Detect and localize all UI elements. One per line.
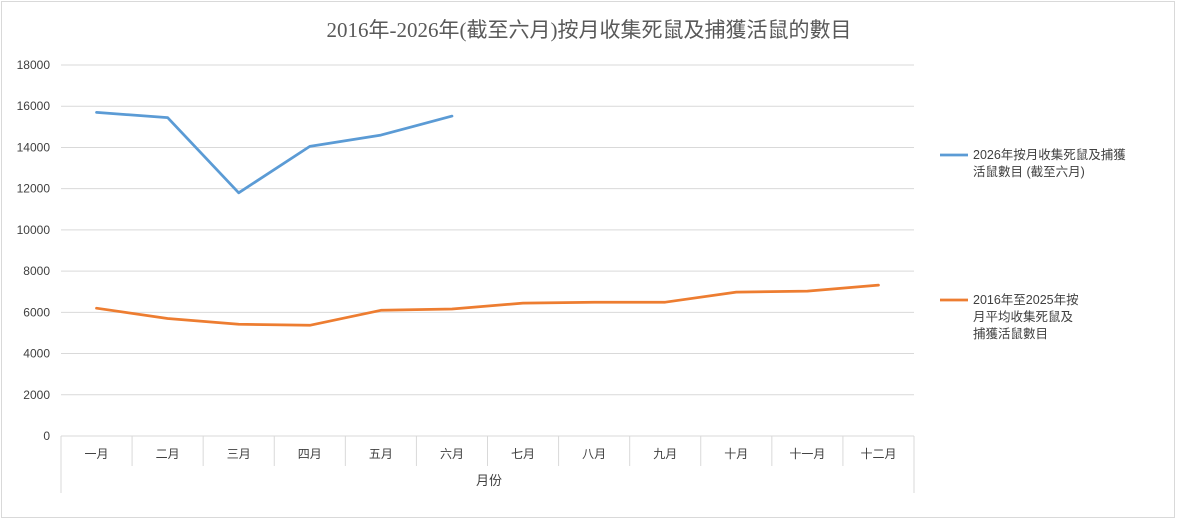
x-tick-label: 二月 <box>156 447 180 461</box>
y-tick-label: 8000 <box>23 264 50 278</box>
x-tick-label: 十一月 <box>789 447 825 461</box>
x-tick-label: 十二月 <box>860 447 896 461</box>
axes <box>60 435 915 493</box>
series-line-2 <box>95 283 880 327</box>
y-tick-label: 2000 <box>23 388 50 402</box>
legend-label: 2026年按月收集死鼠及捕獲 <box>973 147 1126 162</box>
y-tick-label: 14000 <box>17 140 51 154</box>
x-tick-label: 八月 <box>582 447 606 461</box>
y-tick-label: 4000 <box>23 347 50 361</box>
x-tick-label: 一月 <box>85 447 109 461</box>
chart-title: 2016年-2026年(截至六月)按月收集死鼠及捕獲活鼠的數目 <box>327 18 852 42</box>
y-tick-label: 12000 <box>17 182 51 196</box>
x-tick-label: 十月 <box>724 447 748 461</box>
x-tick-label: 四月 <box>298 447 322 461</box>
gridlines <box>61 64 914 396</box>
x-tick-label: 三月 <box>227 447 251 461</box>
series-lines <box>95 111 880 327</box>
y-tick-label: 16000 <box>17 99 51 113</box>
x-tick-label: 七月 <box>511 447 535 461</box>
y-tick-label: 6000 <box>23 305 50 319</box>
legend-label: 2016年至2025年按 <box>973 293 1079 307</box>
y-tick-label: 18000 <box>17 58 51 72</box>
x-tick-labels: 一月 二月 三月 四月 五月 六月 七月 八月 九月 十月 十一月 十二月 <box>85 447 897 461</box>
legend-label: 捕獲活鼠數目 <box>973 326 1048 341</box>
legend-label: 月平均收集死鼠及 <box>973 309 1074 324</box>
legend-label: 活鼠數目 (截至六月) <box>973 164 1085 179</box>
y-tick-labels: 0 2000 4000 6000 8000 10000 12000 14000 16000 180… <box>17 58 51 443</box>
x-tick-label: 六月 <box>440 447 464 461</box>
x-tick-label: 九月 <box>653 447 677 461</box>
x-tick-label: 五月 <box>369 447 393 461</box>
x-axis-title: 月份 <box>476 473 502 488</box>
y-tick-label: 10000 <box>17 223 51 237</box>
y-tick-label: 0 <box>43 429 50 443</box>
series-line-1 <box>95 111 454 195</box>
